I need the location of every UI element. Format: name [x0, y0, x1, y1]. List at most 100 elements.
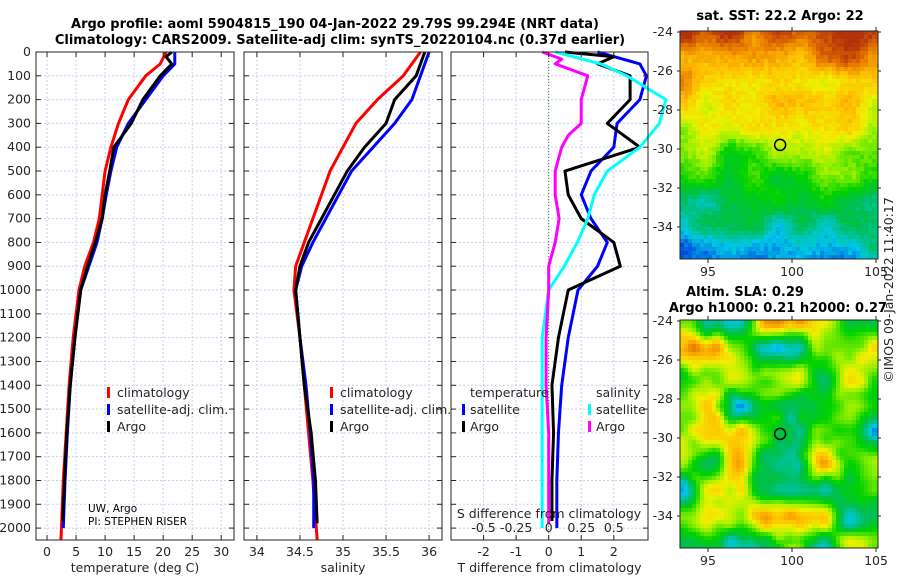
map-cell	[864, 55, 869, 60]
map-cell	[824, 456, 829, 461]
map-cell	[840, 159, 845, 164]
map-cell	[692, 155, 697, 160]
map-cell	[748, 428, 753, 433]
map-cell	[836, 139, 841, 144]
map-cell	[736, 360, 741, 365]
map-cell	[856, 352, 861, 357]
map-cell	[872, 83, 877, 88]
map-cell	[744, 231, 749, 236]
map-cell	[724, 215, 729, 220]
map-cell	[800, 159, 805, 164]
map-cell	[824, 59, 829, 64]
map-cell	[772, 424, 777, 429]
map-cell	[820, 251, 825, 256]
map-cell	[692, 380, 697, 385]
map-cell	[768, 376, 773, 381]
map-cell	[804, 356, 809, 361]
map-cell	[736, 59, 741, 64]
map-cell	[800, 115, 805, 120]
map-cell	[828, 235, 833, 240]
map-cell	[840, 452, 845, 457]
map-cell	[724, 239, 729, 244]
map-cell	[868, 255, 873, 260]
map-cell	[824, 31, 829, 36]
map-cell	[820, 231, 825, 236]
map-cell	[688, 167, 693, 172]
map-cell	[768, 123, 773, 128]
map-cell	[792, 147, 797, 152]
map-cell	[836, 368, 841, 373]
map-cell	[764, 416, 769, 421]
map-cell	[744, 71, 749, 76]
map-cell	[760, 412, 765, 417]
map-cell	[776, 119, 781, 124]
map-cell	[748, 151, 753, 156]
map-cell	[796, 219, 801, 224]
map-cell	[748, 135, 753, 140]
map-cell	[756, 408, 761, 413]
map-cell	[872, 440, 877, 445]
map-cell	[680, 107, 685, 112]
map-cell	[848, 87, 853, 92]
map-cell	[792, 155, 797, 160]
map-cell	[816, 255, 821, 260]
map-cell	[868, 336, 873, 341]
map-cell	[728, 59, 733, 64]
map-cell	[684, 231, 689, 236]
map-cell	[828, 320, 833, 325]
map-cell	[768, 332, 773, 337]
map-cell	[776, 43, 781, 48]
map-cell	[760, 199, 765, 204]
map-cell	[812, 452, 817, 457]
map-cell	[816, 388, 821, 393]
map-cell	[868, 199, 873, 204]
map-cell	[788, 456, 793, 461]
map-cell	[752, 151, 757, 156]
map-cell	[732, 243, 737, 248]
map-cell	[872, 167, 877, 172]
map-cell	[824, 135, 829, 140]
map-cell	[700, 159, 705, 164]
map-cell	[776, 87, 781, 92]
map-cell	[816, 207, 821, 212]
map-cell	[704, 404, 709, 409]
map-cell	[752, 115, 757, 120]
map-cell	[856, 404, 861, 409]
map-cell	[792, 328, 797, 333]
map-cell	[760, 235, 765, 240]
map-cell	[756, 103, 761, 108]
map-cell	[736, 436, 741, 441]
map-cell	[820, 328, 825, 333]
map-cell	[836, 392, 841, 397]
map-cell	[700, 99, 705, 104]
map-cell	[788, 99, 793, 104]
map-cell	[808, 171, 813, 176]
map-cell	[684, 139, 689, 144]
map-cell	[840, 35, 845, 40]
map-cell	[804, 235, 809, 240]
lat-tick-label: -32	[653, 180, 673, 195]
map-cell	[720, 79, 725, 84]
map-cell	[864, 115, 869, 120]
map-cell	[724, 103, 729, 108]
map-cell	[832, 444, 837, 449]
map-cell	[824, 432, 829, 437]
map-cell	[780, 195, 785, 200]
map-cell	[844, 219, 849, 224]
map-cell	[828, 167, 833, 172]
map-cell	[756, 456, 761, 461]
map-cell	[780, 143, 785, 148]
map-cell	[772, 223, 777, 228]
map-cell	[720, 416, 725, 421]
map-cell	[840, 147, 845, 152]
map-cell	[844, 392, 849, 397]
map-cell	[692, 103, 697, 108]
map-cell	[864, 95, 869, 100]
map-cell	[728, 171, 733, 176]
map-cell	[824, 364, 829, 369]
map-cell	[744, 420, 749, 425]
map-cell	[684, 171, 689, 176]
map-cell	[836, 380, 841, 385]
map-cell	[736, 344, 741, 349]
map-cell	[716, 235, 721, 240]
